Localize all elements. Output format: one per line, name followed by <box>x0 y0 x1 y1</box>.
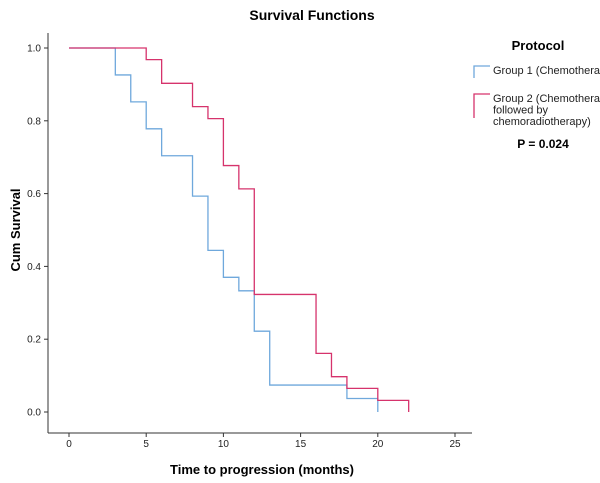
x-tick-label: 15 <box>295 439 307 450</box>
y-tick-label: 1.0 <box>27 44 41 55</box>
legend-swatch-group-1 <box>473 65 490 78</box>
legend-label-group-2: followed by <box>493 105 549 117</box>
y-tick-label: 0.6 <box>27 189 41 200</box>
p-value-annotation: P = 0.024 <box>517 137 569 151</box>
y-tick-label: 0.0 <box>27 408 41 419</box>
plot-area: 0 5 10 15 20 25 0.0 0.2 0.4 0.6 0.8 1.0 <box>27 33 472 450</box>
y-tick-label: 0.4 <box>27 262 41 273</box>
survival-curve-group-1 <box>69 47 379 412</box>
x-tick-label: 25 <box>449 439 461 450</box>
legend-label-group-1: Group 1 (Chemotherapy) <box>493 65 600 77</box>
legend-label-group-2: chemoradiotherapy) <box>493 116 591 128</box>
x-tick-label: 5 <box>143 439 149 450</box>
x-tick-label: 10 <box>218 439 230 450</box>
x-tick-label: 20 <box>372 439 384 450</box>
survival-curve-group-2 <box>69 47 410 412</box>
x-tick-label: 0 <box>66 439 72 450</box>
y-axis-title: Cum Survival <box>8 188 23 271</box>
legend-label-group-2: Group 2 (Chemotherapy <box>493 93 600 105</box>
y-tick-label: 0.8 <box>27 116 41 127</box>
chart-title: Survival Functions <box>249 7 374 23</box>
x-axis-title: Time to progression (months) <box>170 462 354 477</box>
legend: Protocol Group 1 (Chemotherapy) Group 2 (… <box>473 38 600 128</box>
legend-swatch-group-2 <box>473 93 490 118</box>
legend-title: Protocol <box>512 38 565 53</box>
y-tick-label: 0.2 <box>27 335 41 346</box>
